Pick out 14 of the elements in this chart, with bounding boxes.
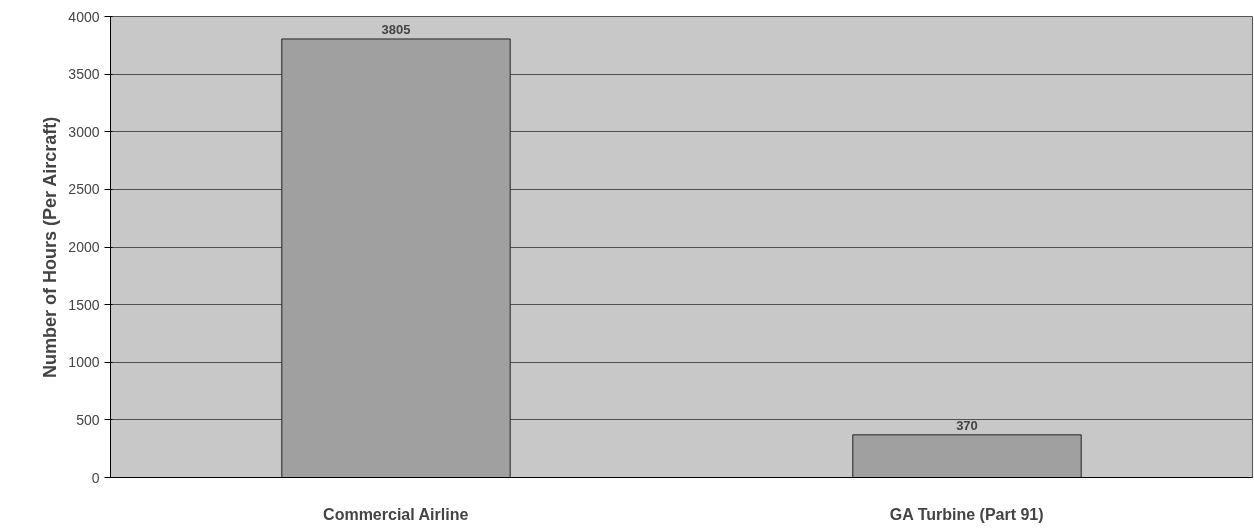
data-label: 3805 <box>381 21 411 37</box>
y-tick-label: 0 <box>91 469 100 486</box>
y-tick-label: 2500 <box>68 181 100 198</box>
data-label: 370 <box>956 417 978 433</box>
x-tick-label: Commercial Airline <box>323 505 469 523</box>
y-tick-label: 3500 <box>68 66 100 83</box>
y-tick-label: 3000 <box>68 123 100 140</box>
y-tick-label: 1000 <box>68 354 100 371</box>
x-tick-label: GA Turbine (Part 91) <box>889 505 1044 523</box>
y-tick-label: 4000 <box>68 8 100 25</box>
y-axis-title: Number of Hours (Per Aircraft) <box>40 116 61 379</box>
y-tick-label: 1500 <box>68 296 100 313</box>
y-tick-label: 2000 <box>68 239 100 255</box>
y-tick-label: 500 <box>76 411 100 428</box>
